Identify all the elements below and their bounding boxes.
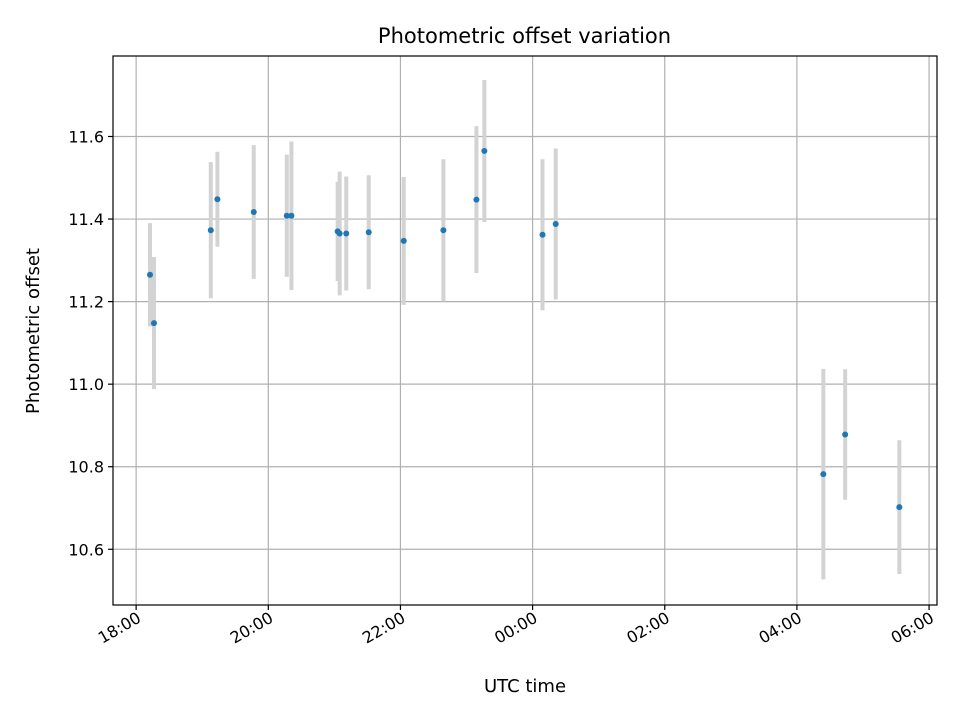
x-tick-label: 04:00	[755, 608, 804, 648]
data-point	[440, 227, 447, 234]
x-tick-label: 22:00	[359, 608, 408, 648]
x-tick-label: 06:00	[888, 608, 937, 648]
data-point	[336, 230, 343, 237]
data-point	[207, 227, 214, 234]
data-points	[147, 147, 903, 511]
error-bars	[148, 79, 902, 580]
x-tick-label: 00:00	[491, 608, 540, 648]
data-point	[283, 212, 290, 219]
y-axis: 10.6 10.8 11.0 11.2 11.4 11.6	[68, 127, 113, 559]
data-point	[481, 147, 488, 154]
x-axis-label: UTC time	[484, 676, 566, 697]
data-point	[343, 230, 350, 237]
y-tick-label: 10.6	[68, 540, 104, 559]
chart-title: Photometric offset variation	[378, 24, 671, 48]
data-point	[896, 504, 903, 511]
data-point	[820, 471, 827, 478]
data-point	[539, 231, 546, 238]
data-point	[150, 320, 157, 327]
data-point	[365, 229, 372, 236]
data-point	[147, 271, 154, 278]
y-axis-label: Photometric offset	[23, 248, 44, 414]
data-point	[288, 212, 295, 219]
x-axis: 18:00 20:00 22:00 00:00 02:00 04:00 06:00	[95, 605, 937, 648]
grid	[113, 56, 937, 605]
x-tick-label: 02:00	[623, 608, 672, 648]
data-point	[842, 431, 849, 438]
y-tick-label: 11.4	[68, 210, 104, 229]
data-point	[473, 196, 480, 203]
y-tick-label: 11.0	[68, 375, 104, 394]
x-tick-label: 18:00	[95, 608, 144, 648]
data-point	[250, 209, 257, 216]
data-point	[400, 237, 407, 244]
y-tick-label: 11.6	[68, 127, 104, 146]
x-tick-label: 20:00	[227, 608, 276, 648]
data-point	[214, 196, 221, 203]
y-tick-label: 10.8	[68, 458, 104, 477]
y-tick-label: 11.2	[68, 293, 104, 312]
data-point	[552, 221, 559, 228]
plot-frame	[112, 55, 938, 606]
